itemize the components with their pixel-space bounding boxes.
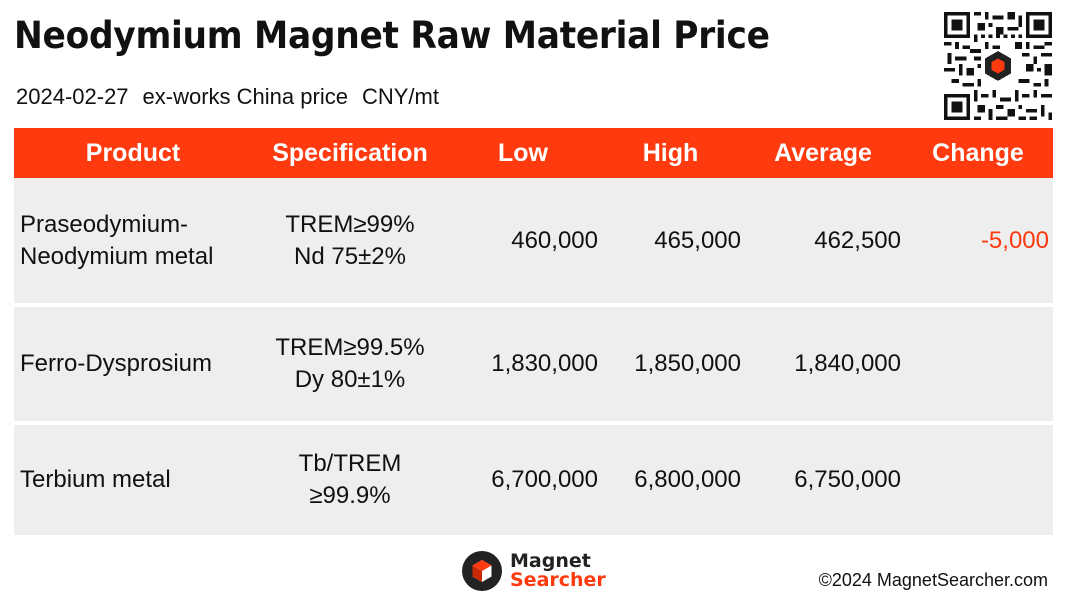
specification-line: Dy 80±1% [294,366,406,393]
column-header-specification: Specification [272,138,428,167]
logo-text-searcher: Searcher [510,569,606,591]
copyright-notice: ©2024 MagnetSearcher.com [818,570,1048,590]
column-header-low: Low [498,138,548,167]
column-header-high: High [642,138,699,167]
column-header-change: Change [932,138,1024,167]
specification-line: Nd 75±2% [294,242,406,270]
specification-cell: TREM≥99% Nd 75±2% [252,209,448,273]
table-row: Ferro-Dysprosium TREM≥99.5% Dy 80±1% 1,8… [14,307,1053,421]
column-header-product: Product [85,138,181,167]
price-table: Product Specification Low High Average C… [14,128,1053,535]
product-name-line: Neodymium metal [20,242,214,270]
high-price-cell: 6,800,000 [634,466,741,493]
product-cell: Praseodymium- Neodymium metal [14,209,252,273]
magnet-searcher-logo-icon [462,551,502,591]
average-price-cell: 1,840,000 [794,350,901,377]
specification-cell: TREM≥99.5% Dy 80±1% [252,332,448,396]
average-price-cell: 462,500 [814,226,901,254]
price-date: 2024-02-27 [16,84,129,109]
product-name-line: Ferro-Dysprosium [20,350,213,377]
price-subtitle: 2024-02-27 ex-works China price CNY/mt [16,84,453,110]
high-price-cell: 1,850,000 [634,350,741,377]
table-row: Praseodymium- Neodymium metal TREM≥99% N… [14,178,1053,303]
low-price-cell: 460,000 [511,226,598,254]
specification-line: ≥99.9% [309,482,391,509]
price-basis: ex-works China price [142,84,348,109]
product-name-line: Praseodymium- [20,210,189,238]
column-header-average: Average [774,138,872,167]
high-price-cell: 465,000 [654,226,741,254]
product-cell: Ferro-Dysprosium [14,348,252,380]
table-row: Terbium metal Tb/TREM ≥99.9% 6,700,000 6… [14,425,1053,535]
specification-line: TREM≥99% [285,210,415,238]
change-cell: -5,000 [980,226,1049,254]
specification-cell: Tb/TREM ≥99.9% [252,448,448,512]
specification-line: Tb/TREM [298,450,402,477]
product-name-line: Terbium metal [20,466,171,493]
page-title: Neodymium Magnet Raw Material Price [14,14,770,57]
price-unit: CNY/mt [361,84,439,109]
table-header: Product Specification Low High Average C… [14,128,1053,178]
low-price-cell: 1,830,000 [491,350,598,377]
magnet-searcher-logo: Magnet Searcher [460,549,606,593]
specification-line: TREM≥99.5% [275,334,425,361]
low-price-cell: 6,700,000 [491,466,598,493]
qr-code-icon [944,12,1052,120]
logo-text-magnet: Magnet [510,550,591,572]
average-price-cell: 6,750,000 [794,466,901,493]
product-cell: Terbium metal [14,464,252,496]
